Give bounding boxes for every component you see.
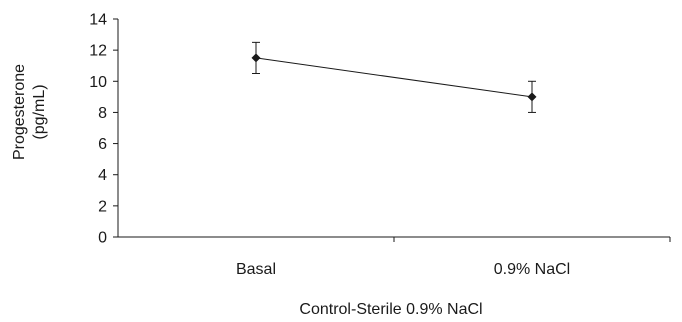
y-ticks: 0 2 4 6 8 10 12 14 (89, 12, 118, 247)
axes (117, 19, 670, 238)
y-tick-label: 14 (89, 12, 107, 29)
y-tick-label: 0 (98, 230, 107, 247)
x-ticks: Basal 0.9% NaCl (236, 237, 671, 278)
data-point-diamond (251, 53, 261, 63)
x-tick-label: Basal (236, 261, 276, 278)
y-tick-label: 8 (98, 105, 107, 122)
data-point-diamond (527, 92, 537, 102)
x-axis-title: Control-Sterile 0.9% NaCl (299, 301, 482, 318)
y-tick-label: 4 (98, 167, 107, 184)
y-tick-label: 10 (89, 74, 107, 91)
y-tick-label: 6 (98, 136, 107, 153)
y-axis-title-line-1: Progesterone (11, 64, 28, 160)
series-line (255, 57, 533, 98)
y-axis-title-line-2: (pg/mL) (31, 84, 48, 139)
y-tick-label: 2 (98, 198, 107, 215)
x-tick-label: 0.9% NaCl (494, 261, 570, 278)
y-tick-label: 12 (89, 43, 107, 60)
y-axis-title: Progesterone (pg/mL) (11, 64, 48, 160)
series-group (251, 41, 537, 113)
